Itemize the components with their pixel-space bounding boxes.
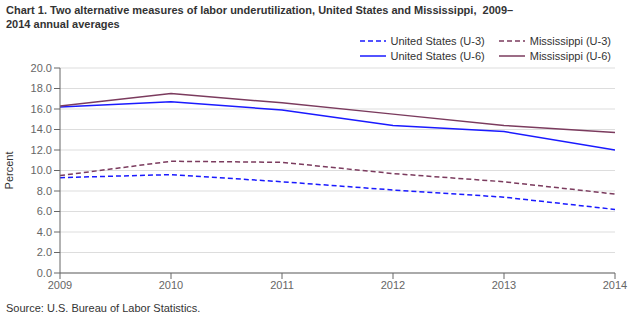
svg-text:18.0: 18.0 xyxy=(31,82,52,94)
svg-text:6.0: 6.0 xyxy=(37,205,52,217)
svg-text:12.0: 12.0 xyxy=(31,144,52,156)
svg-text:20.0: 20.0 xyxy=(31,62,52,74)
html-text:Source: U.S. Bureau of Labor S: Source: U.S. Bureau of Labor Statistics. xyxy=(6,302,201,314)
html-text:Mississippi (U-3): Mississippi (U-3) xyxy=(529,35,611,47)
svg-text:2010: 2010 xyxy=(159,279,183,291)
svg-text:8.0: 8.0 xyxy=(37,185,52,197)
svg-text:0.0: 0.0 xyxy=(37,267,52,279)
svg-text:14.0: 14.0 xyxy=(31,123,52,135)
html-text:United States (U-6): United States (U-6) xyxy=(390,50,485,62)
svg-text:2009: 2009 xyxy=(48,279,72,291)
svg-text:2014: 2014 xyxy=(603,279,625,291)
html-text:Mississippi (U-6): Mississippi (U-6) xyxy=(529,50,611,62)
svg-text:4.0: 4.0 xyxy=(37,226,52,238)
svg-text:2011: 2011 xyxy=(270,279,294,291)
html-text:2014 annual averages: 2014 annual averages xyxy=(6,18,120,30)
svg-text:2013: 2013 xyxy=(492,279,516,291)
svg-text:2.0: 2.0 xyxy=(37,246,52,258)
html-text:Chart 1. Two alternative measu: Chart 1. Two alternative measures of lab… xyxy=(6,4,514,16)
svg-text:10.0: 10.0 xyxy=(31,164,52,176)
svg-text:16.0: 16.0 xyxy=(31,103,52,115)
svg-text:Percent: Percent xyxy=(8,152,15,190)
svg-text:2012: 2012 xyxy=(381,279,405,291)
html-text:United States (U-3): United States (U-3) xyxy=(390,35,485,47)
